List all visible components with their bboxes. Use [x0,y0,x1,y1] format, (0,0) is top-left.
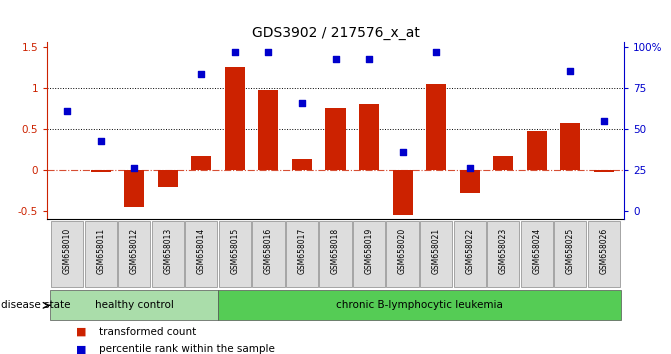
FancyBboxPatch shape [353,221,385,287]
Text: GSM658019: GSM658019 [364,228,374,274]
Bar [91,170,111,172]
Point [196,71,207,76]
Text: GSM658026: GSM658026 [599,228,609,274]
Text: GSM658014: GSM658014 [197,228,206,274]
Text: GSM658015: GSM658015 [230,228,240,274]
Text: GSM658012: GSM658012 [130,228,139,274]
FancyBboxPatch shape [319,221,352,287]
Text: GSM658018: GSM658018 [331,228,340,274]
Text: GSM658025: GSM658025 [566,228,575,274]
Point [229,50,240,55]
Bar [225,67,245,170]
Bar [426,84,446,170]
Point [397,149,408,155]
Bar [527,131,547,170]
Bar [292,159,312,170]
Text: healthy control: healthy control [95,300,174,310]
Text: ■: ■ [76,327,87,337]
FancyBboxPatch shape [152,221,184,287]
Bar [191,156,211,170]
Text: GSM658021: GSM658021 [431,228,441,274]
FancyBboxPatch shape [85,221,117,287]
FancyBboxPatch shape [554,221,586,287]
Point [95,138,106,144]
Bar [560,123,580,170]
Text: disease state: disease state [1,300,70,310]
FancyBboxPatch shape [487,221,519,287]
Text: GSM658020: GSM658020 [398,228,407,274]
Point [599,118,609,124]
Text: GSM658022: GSM658022 [465,228,474,274]
Bar [594,170,614,172]
Text: transformed count: transformed count [99,327,196,337]
Bar [258,90,278,170]
Text: GSM658023: GSM658023 [499,228,508,274]
FancyBboxPatch shape [218,290,621,320]
Point [464,166,475,171]
FancyBboxPatch shape [50,290,218,320]
Point [364,56,374,62]
Point [263,50,274,55]
Point [62,108,72,114]
Bar [359,104,379,170]
FancyBboxPatch shape [252,221,285,287]
Point [297,100,307,105]
Text: GSM658024: GSM658024 [532,228,541,274]
FancyBboxPatch shape [286,221,318,287]
Bar [460,170,480,193]
FancyBboxPatch shape [185,221,217,287]
FancyBboxPatch shape [118,221,150,287]
Text: GSM658013: GSM658013 [163,228,172,274]
Text: GSM658011: GSM658011 [96,228,105,274]
FancyBboxPatch shape [588,221,620,287]
Point [431,50,442,55]
FancyBboxPatch shape [420,221,452,287]
Text: ■: ■ [76,344,87,354]
FancyBboxPatch shape [454,221,486,287]
Text: GSM658010: GSM658010 [62,228,72,274]
Bar [493,156,513,170]
Bar [393,170,413,215]
Bar [325,108,346,170]
FancyBboxPatch shape [521,221,553,287]
FancyBboxPatch shape [219,221,251,287]
Point [330,56,341,62]
Point [129,166,140,171]
FancyBboxPatch shape [51,221,83,287]
Bar [124,170,144,207]
Title: GDS3902 / 217576_x_at: GDS3902 / 217576_x_at [252,26,419,40]
Text: chronic B-lymphocytic leukemia: chronic B-lymphocytic leukemia [336,300,503,310]
Text: GSM658017: GSM658017 [297,228,307,274]
Point [565,68,576,74]
FancyBboxPatch shape [386,221,419,287]
Text: GSM658016: GSM658016 [264,228,273,274]
Text: percentile rank within the sample: percentile rank within the sample [99,344,275,354]
Bar [158,170,178,187]
